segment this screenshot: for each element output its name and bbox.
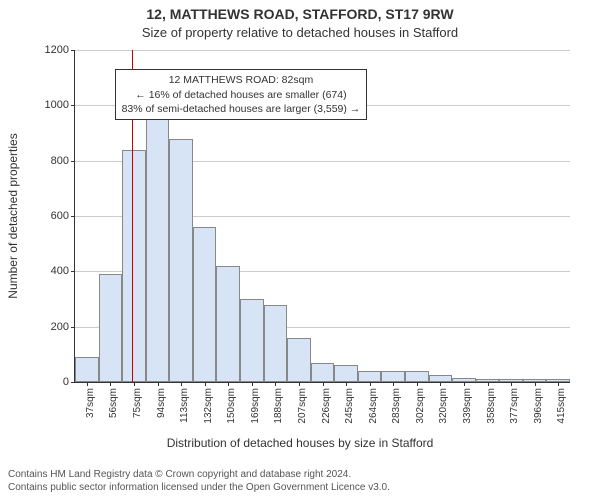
footer-attribution: Contains HM Land Registry data © Crown c… [8, 468, 390, 494]
x-tick-label: 113sqm [179, 388, 190, 423]
histogram-bar [169, 139, 193, 382]
y-tick-label: 1200 [45, 44, 69, 56]
x-tick-mark [252, 382, 253, 386]
page-title: 12, MATTHEWS ROAD, STAFFORD, ST17 9RW [0, 6, 600, 22]
x-tick-mark [228, 382, 229, 386]
y-tick-label: 800 [51, 155, 69, 167]
histogram-bar [334, 365, 358, 382]
histogram-bar [99, 274, 123, 382]
x-tick-mark [323, 382, 324, 386]
x-tick-mark [346, 382, 347, 386]
histogram-bar [264, 305, 288, 382]
y-tick-label: 200 [51, 321, 69, 333]
x-tick-label: 283sqm [391, 388, 402, 424]
y-axis-title: Number of detached properties [6, 133, 20, 298]
x-tick-label: 226sqm [321, 388, 332, 424]
x-tick-label: 264sqm [368, 388, 379, 424]
x-tick-label: 150sqm [226, 388, 237, 424]
y-tick-mark [71, 271, 75, 272]
x-tick-mark [511, 382, 512, 386]
histogram-bar [240, 299, 264, 382]
annotation-line: 12 MATTHEWS ROAD: 82sqm [122, 73, 361, 87]
x-tick-mark [110, 382, 111, 386]
x-tick-mark [299, 382, 300, 386]
x-tick-label: 75sqm [132, 388, 143, 418]
x-tick-mark [417, 382, 418, 386]
chart-plot-area: 02004006008001000120037sqm56sqm75sqm94sq… [74, 50, 570, 383]
x-tick-label: 358sqm [486, 388, 497, 424]
x-tick-label: 132sqm [203, 388, 214, 424]
histogram-bar [311, 363, 335, 382]
x-tick-label: 37sqm [85, 388, 96, 418]
y-tick-mark [71, 382, 75, 383]
page-subtitle: Size of property relative to detached ho… [0, 25, 600, 40]
histogram-bar [75, 357, 99, 382]
histogram-bar [287, 338, 311, 382]
x-tick-label: 207sqm [297, 388, 308, 424]
x-tick-mark [535, 382, 536, 386]
x-tick-mark [393, 382, 394, 386]
y-tick-mark [71, 216, 75, 217]
histogram-bar [122, 150, 146, 382]
footer-line-2: Contains public sector information licen… [8, 481, 390, 494]
x-tick-mark [87, 382, 88, 386]
y-tick-label: 600 [51, 210, 69, 222]
annotation-box: 12 MATTHEWS ROAD: 82sqm← 16% of detached… [115, 69, 368, 120]
histogram-bar [381, 371, 405, 382]
histogram-bar [146, 116, 170, 382]
x-tick-mark [158, 382, 159, 386]
x-tick-mark [464, 382, 465, 386]
x-tick-mark [488, 382, 489, 386]
annotation-line: ← 16% of detached houses are smaller (67… [122, 88, 361, 102]
x-tick-mark [558, 382, 559, 386]
x-tick-mark [205, 382, 206, 386]
histogram-bar [405, 371, 429, 382]
x-tick-label: 415sqm [556, 388, 567, 424]
histogram-bar [193, 227, 217, 382]
annotation-line: 83% of semi-detached houses are larger (… [122, 102, 361, 116]
y-tick-label: 400 [51, 265, 69, 277]
x-axis-title: Distribution of detached houses by size … [0, 436, 600, 450]
y-tick-label: 0 [63, 376, 69, 388]
x-tick-label: 169sqm [250, 388, 261, 424]
y-tick-mark [71, 105, 75, 106]
y-tick-label: 1000 [45, 99, 69, 111]
x-tick-label: 94sqm [156, 388, 167, 418]
x-tick-mark [370, 382, 371, 386]
x-tick-label: 302sqm [415, 388, 426, 424]
y-tick-mark [71, 50, 75, 51]
y-tick-mark [71, 161, 75, 162]
x-tick-mark [134, 382, 135, 386]
x-tick-label: 188sqm [273, 388, 284, 424]
x-tick-mark [275, 382, 276, 386]
x-tick-mark [440, 382, 441, 386]
gridline [75, 50, 570, 51]
x-tick-label: 339sqm [462, 388, 473, 424]
x-tick-label: 56sqm [108, 388, 119, 418]
histogram-bar [216, 266, 240, 382]
x-tick-label: 245sqm [344, 388, 355, 424]
histogram-bar [358, 371, 382, 382]
x-tick-label: 377sqm [509, 388, 520, 424]
y-tick-mark [71, 327, 75, 328]
x-tick-label: 320sqm [438, 388, 449, 424]
footer-line-1: Contains HM Land Registry data © Crown c… [8, 468, 390, 481]
x-tick-mark [181, 382, 182, 386]
x-tick-label: 396sqm [533, 388, 544, 424]
histogram-bar [429, 375, 453, 382]
